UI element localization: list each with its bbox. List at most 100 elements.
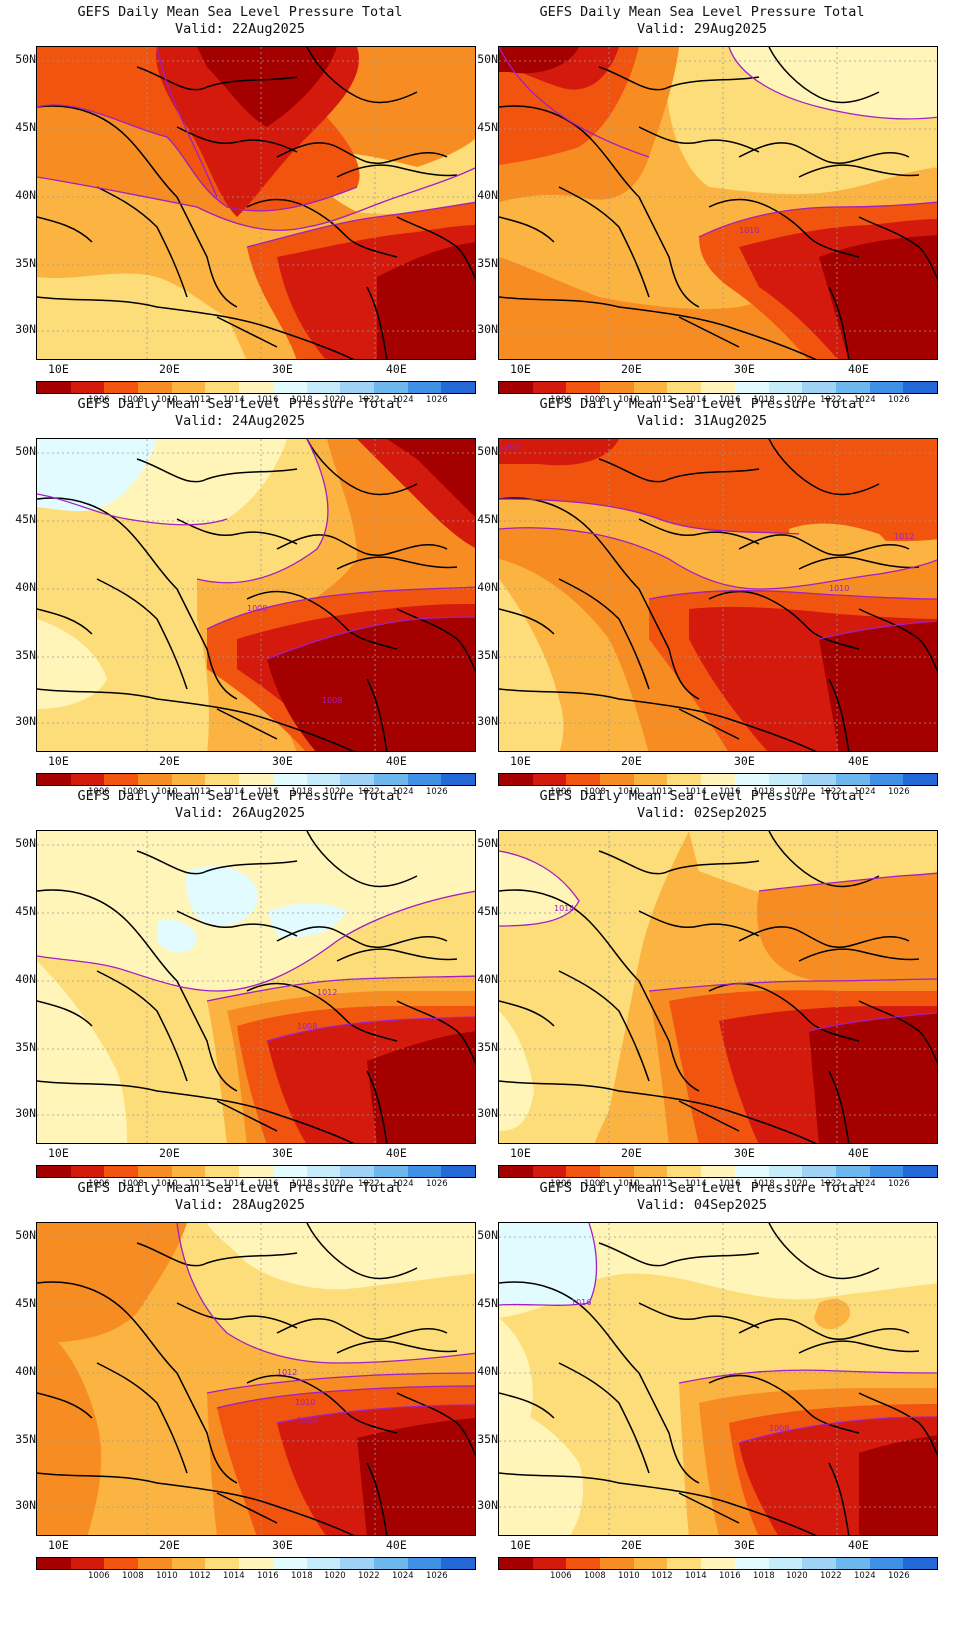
coastline <box>306 439 418 496</box>
colorbar-swatch <box>734 1166 769 1177</box>
colorbar-swatch <box>373 1166 408 1177</box>
pressure-region <box>37 619 107 709</box>
colorbar-swatch <box>768 1558 803 1569</box>
colorbar-label: 1018 <box>753 1179 775 1189</box>
colorbar-swatch <box>768 1166 803 1177</box>
isobar-contour <box>156 47 218 198</box>
map-panel: GEFS Daily Mean Sea Level Pressure Total… <box>0 1176 476 1581</box>
colorbar <box>498 773 938 786</box>
pressure-region <box>757 873 937 984</box>
latitude-label: 50N <box>477 836 498 850</box>
latitude-label: 35N <box>15 1040 36 1054</box>
coastline <box>858 1000 937 1064</box>
isobar-label: 1012 <box>277 1368 297 1377</box>
coastline <box>37 216 93 243</box>
coastline <box>246 982 398 1042</box>
panel-valid-date: Valid: 22Aug2025 <box>174 21 306 37</box>
colorbar-swatch <box>734 774 769 785</box>
colorbar-swatch <box>633 774 668 785</box>
colorbar-swatch <box>802 382 836 393</box>
colorbar-swatch <box>633 1558 668 1569</box>
coastline <box>396 608 475 672</box>
colorbar <box>498 1557 938 1570</box>
coastline <box>366 286 388 359</box>
coastline <box>828 1070 850 1143</box>
isobar-label: 1008 <box>297 1416 317 1425</box>
isobar-contour <box>738 1416 937 1444</box>
colorbar-swatch <box>171 1558 206 1569</box>
pressure-region <box>499 47 579 74</box>
pressure-region <box>37 1223 187 1343</box>
pressure-map: 1008 1012 1010 <box>498 438 938 752</box>
pressure-region <box>37 1323 102 1535</box>
colorbar-swatch <box>138 774 172 785</box>
colorbar-swatch <box>768 382 803 393</box>
longitude-label: 30E <box>272 362 293 376</box>
colorbar-swatch <box>239 382 273 393</box>
colorbar-swatch <box>205 1166 240 1177</box>
colorbar-label: 1012 <box>651 787 673 797</box>
pressure-region <box>499 1011 534 1131</box>
colorbar-swatch <box>701 1558 735 1569</box>
colorbar-label: 1012 <box>189 1571 211 1581</box>
colorbar-label: 1006 <box>550 1571 572 1581</box>
colorbar-label: 1022 <box>820 1179 842 1189</box>
colorbar-swatch <box>340 382 374 393</box>
pressure-region <box>499 439 937 542</box>
colorbar-label: 1018 <box>753 787 775 797</box>
panel-title: GEFS Daily Mean Sea Level Pressure Total <box>539 396 865 412</box>
colorbar-swatch <box>70 1558 105 1569</box>
coastline <box>37 105 238 308</box>
pressure-region <box>499 1403 584 1535</box>
colorbar-swatch <box>600 1558 634 1569</box>
coastline <box>768 47 880 104</box>
colorbar-swatch <box>407 1558 442 1569</box>
coastline <box>276 534 448 556</box>
coastline <box>336 556 458 570</box>
coastline <box>768 1223 880 1280</box>
colorbar-label: 1018 <box>291 1179 313 1189</box>
colorbar-swatch <box>701 382 735 393</box>
colorbar-label: 1006 <box>88 1571 110 1581</box>
coastline <box>638 910 760 937</box>
coastline <box>558 970 650 1082</box>
colorbar-swatch <box>903 382 937 393</box>
coastline <box>708 590 860 650</box>
coastline <box>798 1340 920 1354</box>
coastline <box>768 439 880 496</box>
latitude-label: 45N <box>15 120 36 134</box>
coastline <box>768 831 880 888</box>
colorbar-swatch <box>532 382 567 393</box>
colorbar-swatch <box>37 774 71 785</box>
latitude-label: 40N <box>477 188 498 202</box>
colorbar-swatch <box>869 1166 904 1177</box>
isobar-contour <box>499 47 650 158</box>
colorbar-label: 1024 <box>392 1179 414 1189</box>
longitude-label: 40E <box>386 754 407 768</box>
isobar-contour <box>499 527 937 590</box>
colorbar-label: 1010 <box>156 787 178 797</box>
colorbar-label: 1022 <box>358 1571 380 1581</box>
colorbar-label: 1022 <box>358 395 380 405</box>
coastline <box>828 1462 850 1535</box>
latitude-label: 35N <box>15 1432 36 1446</box>
colorbar-swatch <box>104 382 139 393</box>
colorbar <box>36 1165 476 1178</box>
panel-title: GEFS Daily Mean Sea Level Pressure Total <box>539 788 865 804</box>
latitude-label: 30N <box>15 714 36 728</box>
colorbar-label: 1008 <box>584 1179 606 1189</box>
coastline <box>499 1281 700 1484</box>
colorbar-swatch <box>373 382 408 393</box>
colorbar <box>498 1165 938 1178</box>
coastline <box>499 1392 555 1419</box>
colorbar-swatch <box>532 774 567 785</box>
coastline <box>37 889 238 1092</box>
latitude-label: 50N <box>15 1228 36 1242</box>
colorbar-swatch <box>903 1166 937 1177</box>
coastline <box>499 296 817 359</box>
colorbar-swatch <box>835 774 870 785</box>
colorbar-label: 1008 <box>584 1571 606 1581</box>
panel-title: GEFS Daily Mean Sea Level Pressure Total <box>77 396 403 412</box>
panel-valid-date: Valid: 29Aug2025 <box>636 21 768 37</box>
isobar-contour <box>176 1223 475 1364</box>
